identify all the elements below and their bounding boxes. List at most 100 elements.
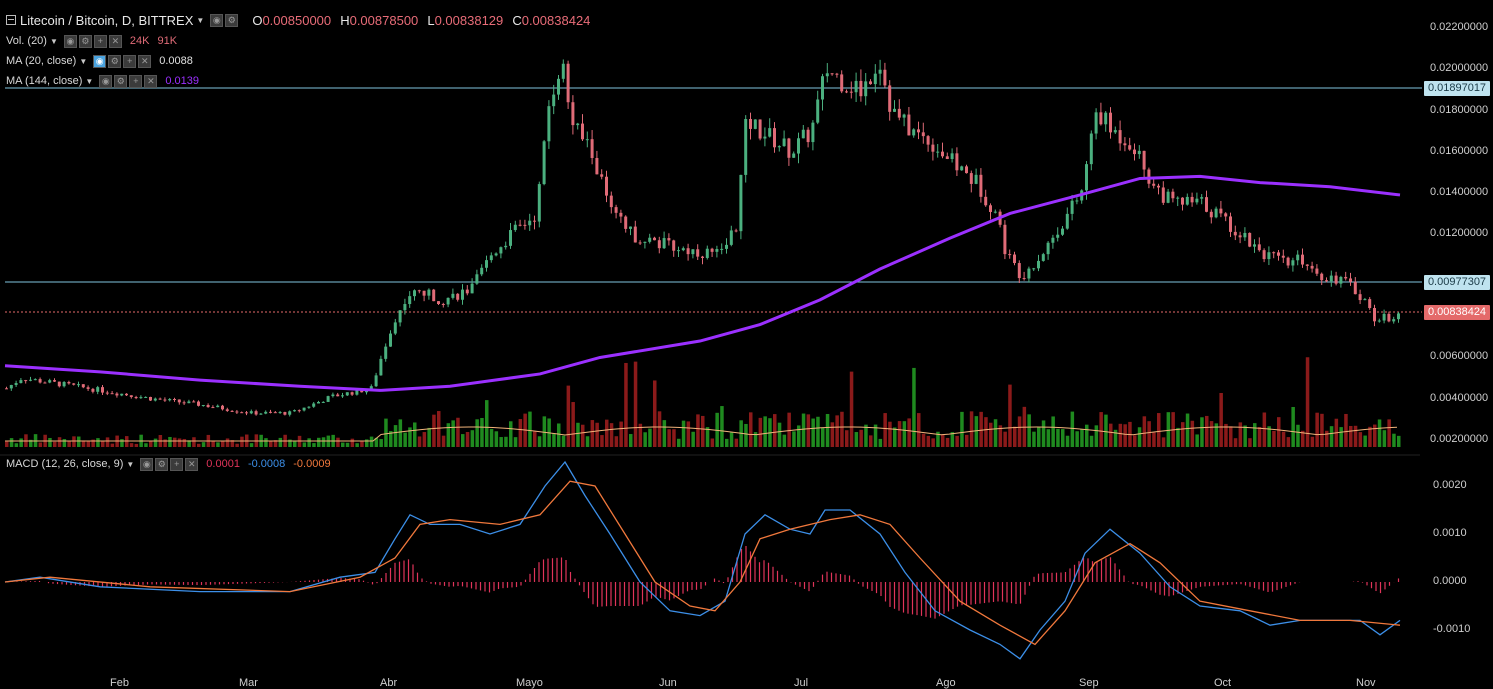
gear-icon[interactable]: ⚙	[114, 74, 128, 88]
volume-bar	[921, 433, 926, 447]
volume-bar	[393, 425, 398, 447]
volume-bar	[1214, 423, 1219, 447]
candle	[355, 388, 359, 395]
symbol-title[interactable]: Litecoin / Bitcoin, D, BITTREX	[20, 12, 194, 28]
candle	[1353, 281, 1357, 295]
volume-bar	[1061, 429, 1065, 447]
open-value: 0.00850000	[262, 12, 332, 28]
candle	[1176, 197, 1180, 199]
last-price-tag[interactable]: 0.00838424	[1424, 305, 1490, 320]
volume-bar	[77, 436, 81, 447]
close-icon[interactable]: ✕	[138, 54, 152, 68]
macd-signal-line	[4, 480, 1401, 646]
volume-bar	[859, 429, 863, 447]
candle	[331, 394, 335, 397]
candle	[38, 379, 42, 383]
close-icon[interactable]: ✕	[144, 74, 158, 88]
candle	[1349, 278, 1352, 282]
eye-icon[interactable]: ◉	[93, 54, 107, 68]
gear-icon[interactable]: ⚙	[155, 457, 169, 471]
collapse-icon[interactable]	[6, 15, 16, 25]
candle	[317, 401, 320, 404]
candle	[720, 248, 724, 250]
candle	[120, 393, 124, 396]
price-tag-line1[interactable]: 0.01897017	[1424, 81, 1490, 96]
volume-bar	[672, 429, 676, 447]
candle	[845, 91, 848, 93]
volume-bar	[566, 385, 571, 447]
volume-bar	[806, 414, 811, 447]
ma20-label[interactable]: MA (20, close)	[6, 55, 77, 67]
candle	[710, 248, 714, 252]
close-icon[interactable]: ✕	[108, 34, 122, 48]
candle	[1205, 197, 1208, 212]
volume-bar	[998, 425, 1003, 447]
volume-bar	[1229, 426, 1233, 447]
candle	[1296, 254, 1300, 261]
volume-bar	[307, 438, 311, 447]
candle	[960, 166, 964, 171]
gear-icon[interactable]: ⚙	[225, 13, 239, 27]
candle	[821, 76, 824, 100]
volume-bar	[873, 424, 878, 447]
volume-bar	[552, 433, 556, 447]
candle	[197, 401, 200, 406]
candle	[480, 267, 484, 275]
eye-icon[interactable]: ◉	[210, 13, 224, 27]
volume-bar	[955, 435, 959, 447]
volume-label[interactable]: Vol. (20)	[6, 35, 47, 47]
volume-bar	[1205, 415, 1209, 447]
volume-bar	[883, 413, 887, 447]
close-icon[interactable]: ✕	[185, 457, 199, 471]
candle	[897, 108, 901, 118]
eye-icon[interactable]: ◉	[140, 457, 154, 471]
candle	[475, 274, 479, 284]
candle	[1181, 197, 1184, 205]
volume-bar	[1373, 424, 1377, 447]
candle	[489, 255, 493, 261]
candle	[81, 384, 85, 388]
candle	[782, 138, 786, 147]
volume-bar	[72, 436, 76, 447]
volume-bar	[173, 437, 177, 447]
candle	[576, 123, 580, 126]
macd-label[interactable]: MACD (12, 26, close, 9)	[6, 458, 124, 470]
candle	[552, 94, 556, 107]
plus-icon[interactable]: +	[93, 34, 107, 48]
chevron-down-icon[interactable]: ▼	[49, 36, 58, 46]
eye-icon[interactable]: ◉	[99, 74, 113, 88]
candle	[5, 388, 8, 390]
candle	[533, 220, 536, 222]
candle	[878, 69, 882, 74]
candle	[518, 224, 522, 226]
price-tick-label: 0.01200000	[1430, 227, 1489, 240]
gear-icon[interactable]: ⚙	[78, 34, 92, 48]
candle	[1387, 313, 1391, 322]
candle	[1377, 320, 1381, 322]
eye-icon[interactable]: ◉	[63, 34, 77, 48]
volume-bar	[465, 432, 470, 447]
volume-bar	[1142, 416, 1147, 447]
candle	[350, 392, 354, 395]
chevron-down-icon[interactable]: ▼	[196, 15, 205, 25]
plus-icon[interactable]: +	[170, 457, 184, 471]
volume-bar	[1301, 430, 1305, 447]
volume-bar	[62, 439, 67, 447]
gear-icon[interactable]: ⚙	[108, 54, 122, 68]
candle	[254, 411, 258, 415]
ma144-label[interactable]: MA (144, close)	[6, 75, 83, 87]
chevron-down-icon[interactable]: ▼	[126, 459, 135, 469]
candle	[686, 248, 690, 255]
macd-signal-value: -0.0009	[293, 458, 331, 470]
volume-bar	[134, 443, 139, 447]
candle	[513, 224, 517, 231]
plus-icon[interactable]: +	[123, 54, 137, 68]
volume-bar	[369, 436, 374, 447]
chevron-down-icon[interactable]: ▼	[85, 76, 94, 86]
volume-bar	[677, 438, 681, 447]
price-tag-line2[interactable]: 0.00977307	[1424, 275, 1490, 290]
volume-bar	[341, 442, 345, 447]
plus-icon[interactable]: +	[129, 74, 143, 88]
chevron-down-icon[interactable]: ▼	[79, 56, 88, 66]
